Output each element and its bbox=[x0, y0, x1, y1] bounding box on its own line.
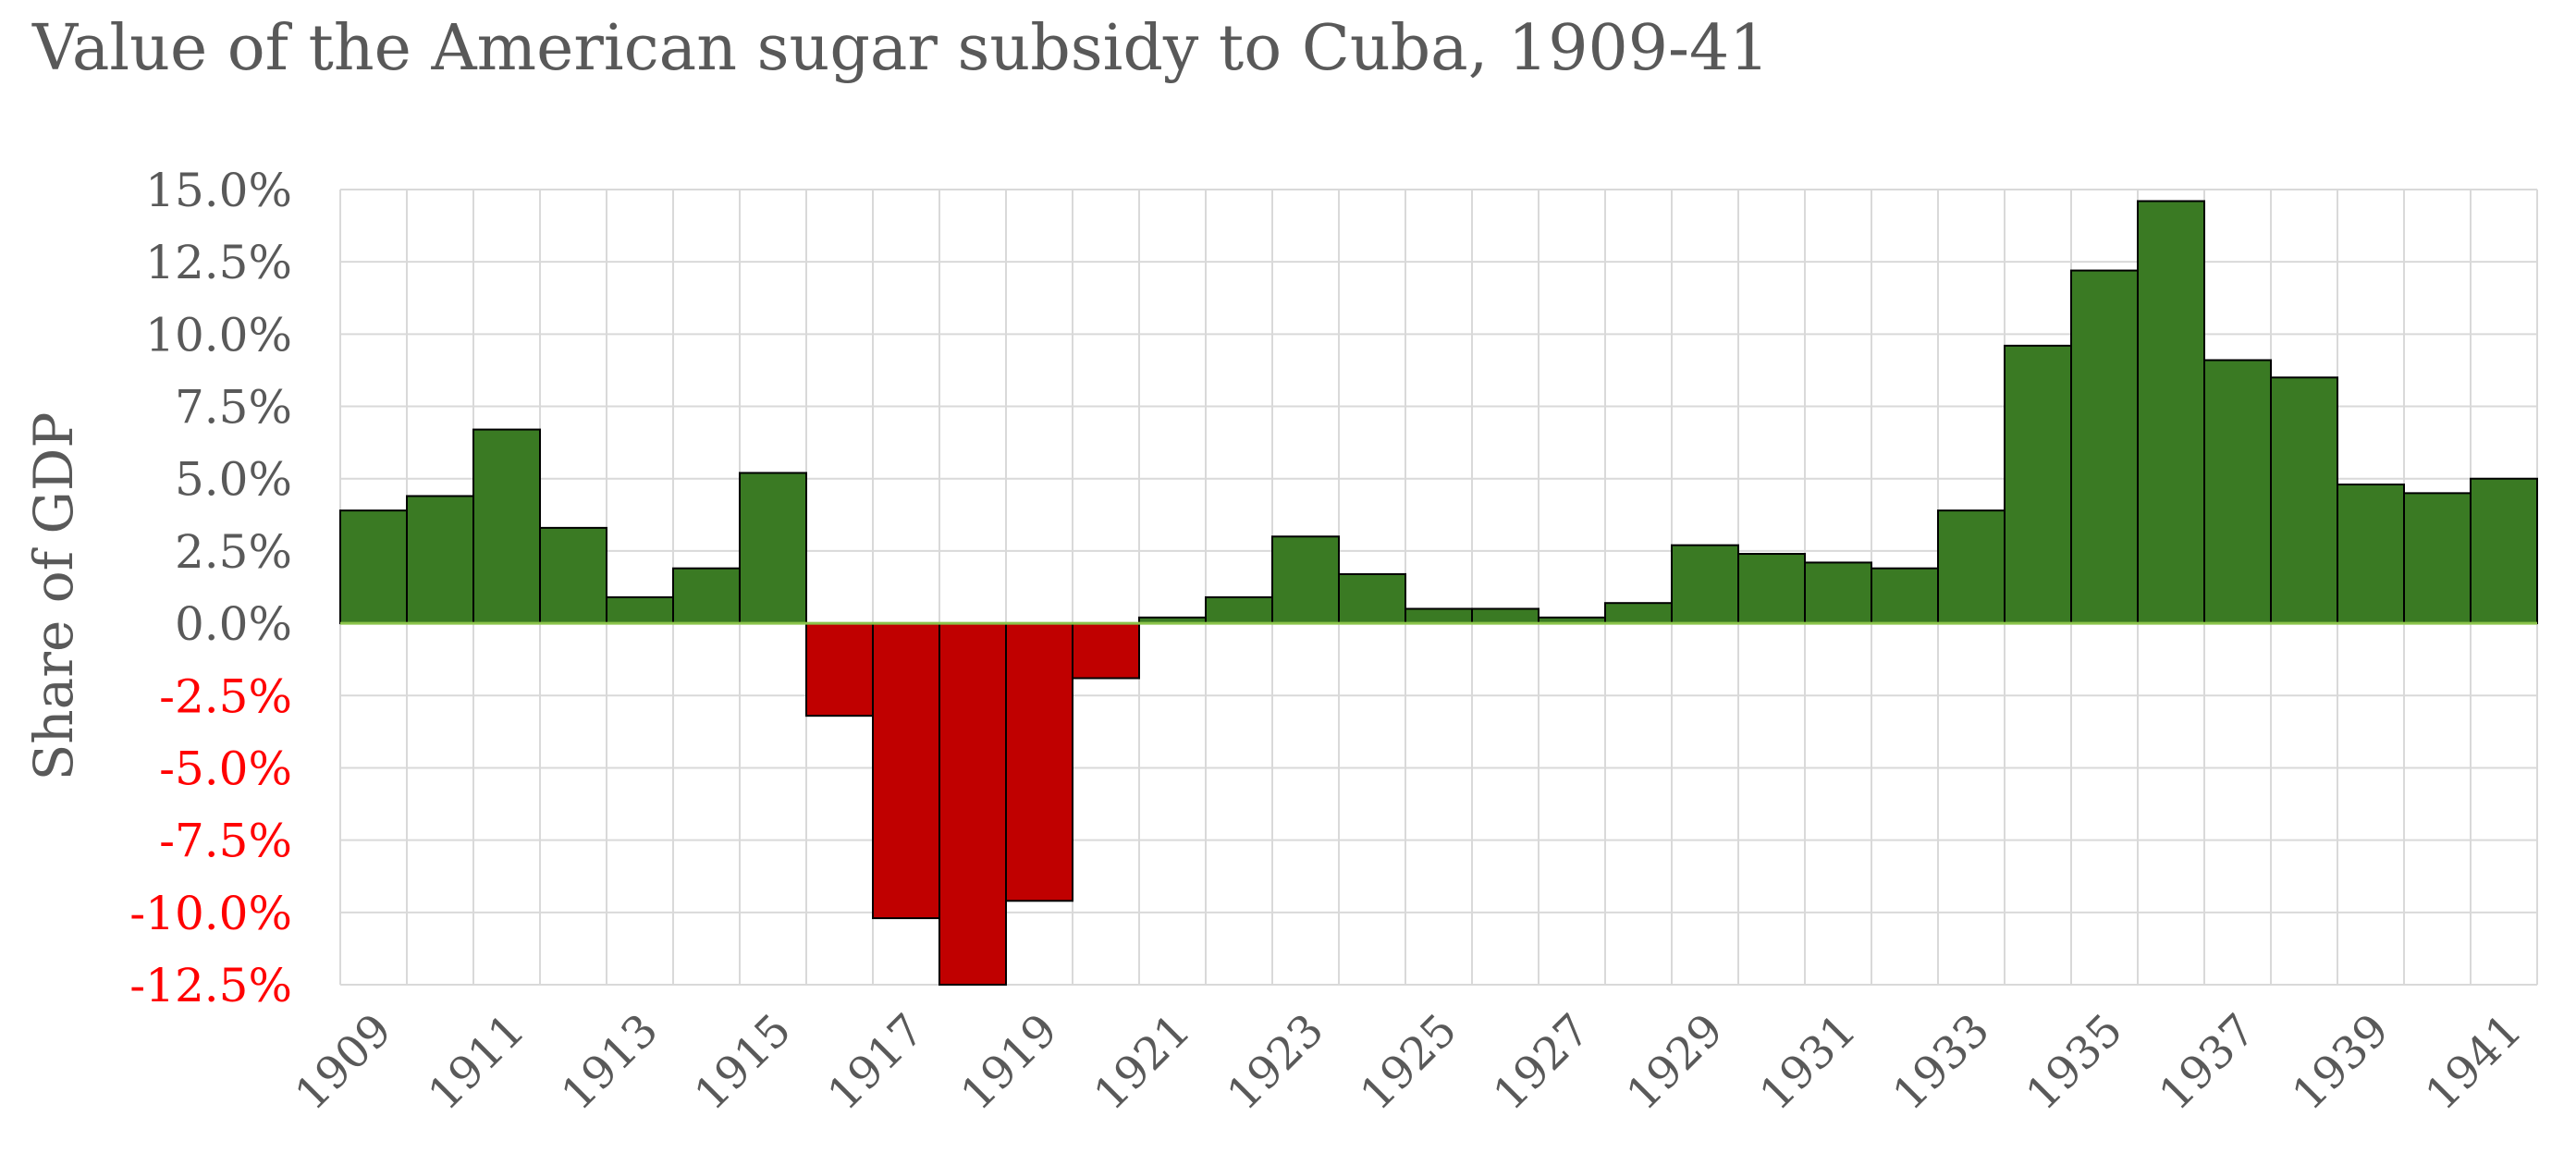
x-tick-label: 1929 bbox=[1617, 1004, 1734, 1121]
bar-1915 bbox=[739, 472, 807, 625]
x-tick-label: 1913 bbox=[552, 1004, 669, 1121]
x-tick-label: 1917 bbox=[818, 1004, 935, 1121]
x-tick-label: 1933 bbox=[1883, 1004, 2000, 1121]
x-tick-label: 1939 bbox=[2283, 1004, 2399, 1121]
x-tick-label: 1931 bbox=[1750, 1004, 1867, 1121]
y-tick-label: -7.5% bbox=[159, 815, 292, 868]
y-tick-label: 7.5% bbox=[175, 381, 292, 435]
bar-1913 bbox=[606, 595, 674, 625]
bar-1924 bbox=[1338, 572, 1406, 625]
bar-1916 bbox=[805, 622, 874, 717]
bar-1934 bbox=[2004, 344, 2072, 625]
bar-1931 bbox=[1804, 561, 1872, 625]
bar-1918 bbox=[938, 622, 1007, 986]
bar-1912 bbox=[539, 526, 607, 625]
bar-1920 bbox=[1072, 622, 1140, 680]
bar-1939 bbox=[2337, 483, 2405, 625]
bar-1923 bbox=[1271, 535, 1340, 625]
x-tick-label: 1911 bbox=[419, 1004, 535, 1121]
bar-1938 bbox=[2270, 376, 2338, 625]
y-tick-label: 12.5% bbox=[145, 236, 292, 289]
x-tick-label: 1935 bbox=[2017, 1004, 2133, 1121]
bar-1932 bbox=[1871, 567, 1939, 625]
bar-1922 bbox=[1205, 595, 1273, 625]
y-tick-labels: 15.0% 12.5% 10.0% 7.5% 5.0% 2.5% 0.0% -2.5% -5.0… bbox=[129, 164, 292, 1012]
bar-1914 bbox=[672, 567, 741, 625]
y-tick-label: -10.0% bbox=[129, 887, 292, 940]
bar-1933 bbox=[1937, 509, 2006, 625]
bar-1917 bbox=[872, 622, 940, 920]
y-tick-label: -12.5% bbox=[129, 959, 292, 1012]
x-tick-labels: 1909 1911 1913 1915 1917 1919 1921 1923 1925 1927… bbox=[286, 1004, 2533, 1121]
y-tick-label: 10.0% bbox=[145, 308, 292, 362]
bar-1926 bbox=[1471, 607, 1539, 625]
y-tick-label: 0.0% bbox=[175, 597, 292, 651]
x-tick-label: 1909 bbox=[286, 1004, 402, 1121]
bar-1940 bbox=[2403, 492, 2472, 625]
y-tick-label: 2.5% bbox=[175, 525, 292, 579]
x-tick-label: 1941 bbox=[2416, 1004, 2533, 1121]
bar-1910 bbox=[406, 495, 474, 625]
y-axis-label: Share of GDP bbox=[22, 412, 85, 781]
bar-1930 bbox=[1737, 553, 1806, 625]
x-tick-label: 1937 bbox=[2150, 1004, 2266, 1121]
chart-title: Value of the American sugar subsidy to C… bbox=[31, 12, 1770, 85]
bar-1937 bbox=[2203, 359, 2272, 625]
x-tick-label: 1921 bbox=[1085, 1004, 1201, 1121]
bar-1925 bbox=[1405, 607, 1473, 625]
bar-1936 bbox=[2137, 200, 2205, 625]
y-tick-label: -5.0% bbox=[159, 742, 292, 795]
bar-1909 bbox=[339, 509, 408, 625]
bar-1941 bbox=[2470, 477, 2538, 625]
bar-1919 bbox=[1005, 622, 1073, 902]
x-tick-label: 1927 bbox=[1484, 1004, 1601, 1121]
bar-1929 bbox=[1671, 544, 1739, 625]
x-tick-label: 1915 bbox=[685, 1004, 802, 1121]
x-tick-label: 1919 bbox=[951, 1004, 1068, 1121]
y-tick-label: 15.0% bbox=[145, 164, 292, 217]
bars bbox=[339, 200, 2538, 986]
y-tick-label: 5.0% bbox=[175, 453, 292, 507]
x-tick-label: 1925 bbox=[1351, 1004, 1467, 1121]
bar-1911 bbox=[472, 428, 541, 625]
y-tick-label: -2.5% bbox=[159, 669, 292, 723]
bar-1935 bbox=[2070, 269, 2139, 625]
bar-1928 bbox=[1604, 602, 1673, 625]
x-tick-label: 1923 bbox=[1218, 1004, 1334, 1121]
